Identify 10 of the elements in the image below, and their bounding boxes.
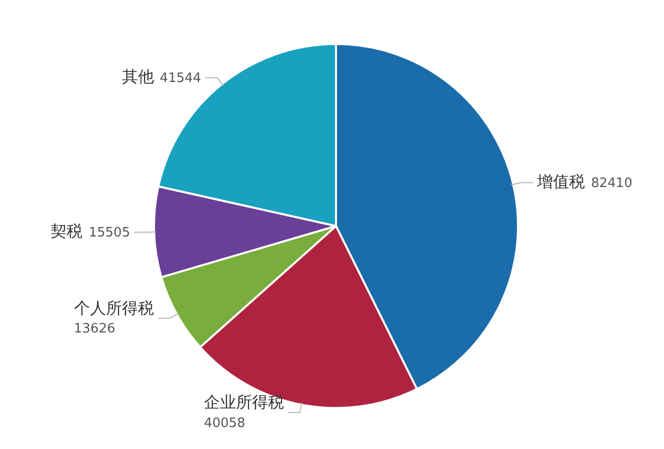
data-label: 15505 <box>88 226 130 241</box>
slice-label: 其他 <box>122 66 154 86</box>
slice-label: 个人所得税 <box>74 298 154 318</box>
slice-label: 企业所得税 <box>204 392 284 412</box>
data-label: 40058 <box>204 416 246 431</box>
data-label: 13626 <box>74 322 116 337</box>
data-label: 41544 <box>160 71 202 86</box>
data-label: 82410 <box>590 176 632 191</box>
slice-label: 契税 <box>50 221 83 240</box>
slice-label: 增值税 <box>536 172 585 191</box>
